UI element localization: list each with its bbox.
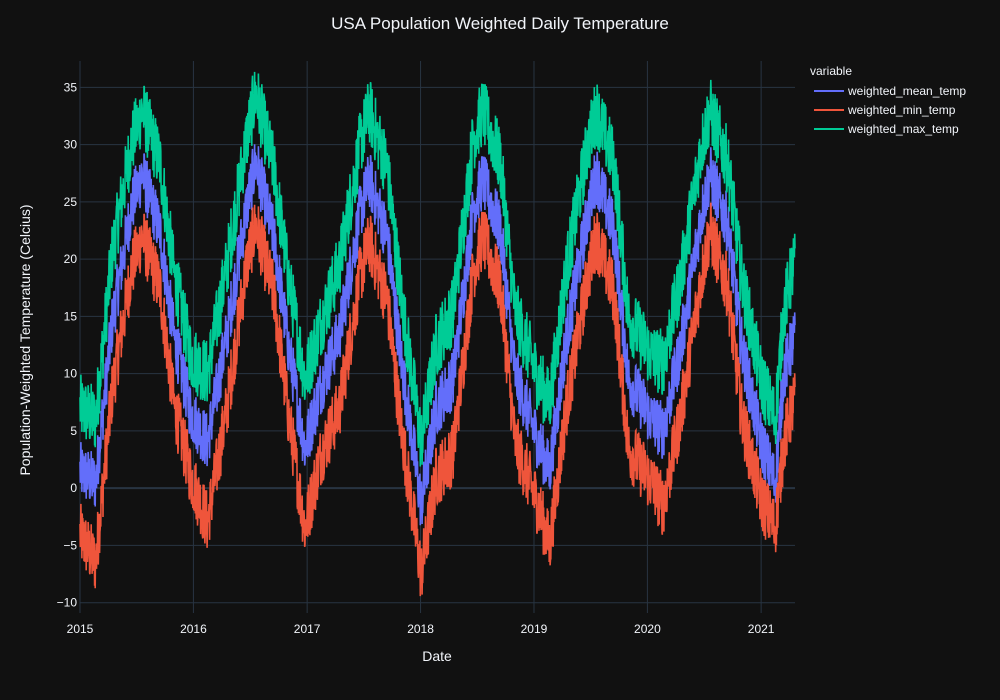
legend-title: variable (810, 64, 852, 78)
y-tick-label: 15 (64, 309, 78, 323)
y-tick-label: 5 (70, 424, 77, 438)
x-axis-label: Date (422, 648, 452, 664)
x-tick-label: 2019 (521, 622, 548, 636)
y-axis-label: Population-Weighted Temperature (Celcius… (17, 204, 33, 475)
legend[interactable]: variable weighted_mean_temp weighted_min_… (810, 64, 966, 136)
chart-title: USA Population Weighted Daily Temperatur… (331, 14, 669, 33)
y-tick-label: 25 (64, 195, 78, 209)
legend-item-weighted-min-temp[interactable]: weighted_min_temp (814, 103, 956, 117)
y-tick-label: 20 (64, 252, 78, 266)
x-tick-label: 2016 (180, 622, 207, 636)
x-tick-label: 2021 (748, 622, 775, 636)
y-tick-label: 0 (70, 481, 77, 495)
x-tick-label: 2017 (294, 622, 321, 636)
legend-label: weighted_max_temp (847, 122, 959, 136)
y-tick-label: 30 (64, 138, 78, 152)
y-tick-label: 35 (64, 80, 78, 94)
tick-label-layer: −10 −5 0 5 10 15 20 25 30 35 2015 2016 2017 2018 2019 2… (57, 80, 775, 636)
legend-item-weighted-max-temp[interactable]: weighted_max_temp (814, 122, 959, 136)
y-tick-label: 10 (64, 367, 78, 381)
y-tick-label: −5 (63, 538, 77, 552)
legend-label: weighted_mean_temp (847, 84, 966, 98)
legend-item-weighted-mean-temp[interactable]: weighted_mean_temp (814, 84, 966, 98)
x-tick-label: 2015 (67, 622, 94, 636)
series-line-weighted-min-temp (79, 202, 796, 597)
x-tick-label: 2018 (407, 622, 434, 636)
series-line-weighted-mean-temp (79, 144, 796, 526)
y-tick-label: −10 (57, 596, 78, 610)
x-tick-label: 2020 (634, 622, 661, 636)
legend-label: weighted_min_temp (847, 103, 956, 117)
series-line-weighted-max-temp (79, 71, 796, 467)
series-layer (79, 71, 796, 597)
